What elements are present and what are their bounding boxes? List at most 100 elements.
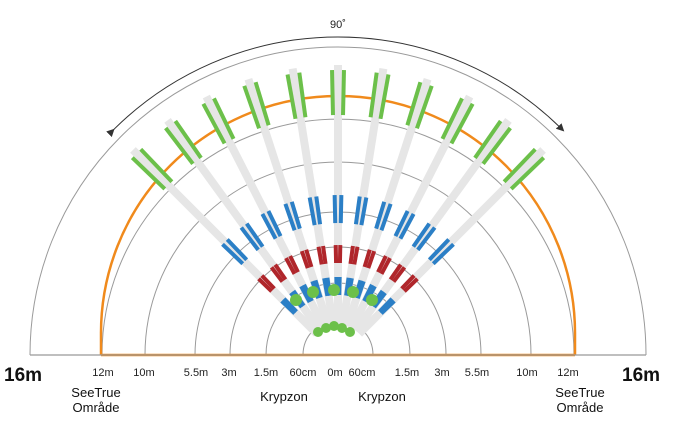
beam-segment <box>289 201 302 230</box>
beam-segment <box>269 266 284 283</box>
beam-segment <box>260 274 276 290</box>
zone-labels: SeeTrue Område Krypzon Krypzon SeeTrue O… <box>71 385 604 415</box>
beam-segment <box>288 255 300 274</box>
beam-segment <box>307 197 317 226</box>
sensor-dot <box>313 327 323 337</box>
beam-segment <box>299 285 312 304</box>
sensor-dot <box>345 327 355 337</box>
beam-segment <box>260 213 278 240</box>
sensor-dot <box>307 286 319 298</box>
beam-segment <box>280 299 297 315</box>
beam-segment <box>362 283 374 302</box>
beam-segment <box>376 255 388 274</box>
beam-segment <box>253 81 271 126</box>
beam-segment <box>348 245 355 265</box>
beam-segment <box>322 277 330 297</box>
beam-segment <box>403 277 419 293</box>
distance-labels: 12m 10m 5.5m 3m 1.5m 60cm 0m 60cm 1.5m 3… <box>92 367 578 379</box>
distance-label: 12m <box>92 367 113 379</box>
beam-segment <box>341 70 346 116</box>
beam-segment <box>388 263 403 281</box>
beam-segment <box>285 74 298 120</box>
beam-segment <box>139 147 174 184</box>
sensor-dot <box>328 284 340 296</box>
beam-segment <box>283 203 297 232</box>
beam-segment <box>266 210 283 238</box>
distance-label: 10m <box>516 367 537 379</box>
beam-segment <box>225 238 249 262</box>
beam-segment <box>316 246 324 265</box>
distance-label: 1.5m <box>254 367 278 379</box>
sensor-dot <box>366 294 378 306</box>
beam-segment <box>332 194 338 224</box>
beam-segment <box>379 203 393 232</box>
distance-label: 0m <box>327 367 342 379</box>
beam-segment <box>374 201 387 230</box>
beam-segment <box>130 156 167 191</box>
sensor-dot <box>290 294 302 306</box>
beam-segment <box>398 213 416 240</box>
distance-label: 12m <box>557 367 578 379</box>
beam-segment <box>314 196 323 225</box>
beam-segment <box>368 72 379 118</box>
angle-arc <box>106 36 565 138</box>
beam-segment <box>379 257 392 275</box>
beam-segment <box>355 280 366 299</box>
beam-segment <box>509 156 546 191</box>
beam-segment <box>353 196 362 225</box>
beam-segment <box>338 194 344 224</box>
beam-segment <box>344 277 351 296</box>
beam-segment <box>352 246 360 265</box>
beam-segment <box>245 222 265 248</box>
distance-label: 60cm <box>290 367 317 379</box>
beam-segment <box>427 238 451 262</box>
distance-label: 1.5m <box>395 367 419 379</box>
beam-segment <box>297 72 308 118</box>
beam-segment <box>282 297 298 314</box>
distance-label: 5.5m <box>465 367 489 379</box>
seetrue-label-right-line1: SeeTrue <box>555 385 604 400</box>
left-end-label: 16m <box>4 365 42 386</box>
seetrue-label-right-line2: Område <box>557 400 604 415</box>
distance-label: 3m <box>434 367 449 379</box>
beam-segment <box>257 277 273 293</box>
seetrue-label-left-line2: Område <box>73 400 120 415</box>
beam-segment <box>392 266 407 283</box>
krypzon-label-left: Krypzon <box>260 389 308 404</box>
krypzon-label-right: Krypzon <box>358 389 406 404</box>
beam-segment <box>239 226 260 252</box>
sensor-dot <box>347 286 359 298</box>
distance-label: 10m <box>133 367 154 379</box>
sensor-dots <box>290 284 378 337</box>
sensor-dot <box>337 323 347 333</box>
sensor-dot <box>321 323 331 333</box>
range-ring <box>29 46 647 356</box>
beam-segment <box>362 249 372 268</box>
beam-segment <box>359 197 369 226</box>
distance-label: 3m <box>221 367 236 379</box>
beam-segment <box>273 263 288 281</box>
distance-label: 5.5m <box>184 367 208 379</box>
beam-segment <box>366 250 377 269</box>
beam-segment <box>405 81 423 126</box>
beam-segment <box>415 85 434 130</box>
beam-segment <box>378 297 394 314</box>
right-end-label: 16m <box>622 365 660 386</box>
beam-segment <box>372 291 387 309</box>
beam-segment <box>400 274 416 290</box>
beam-segment <box>378 74 391 120</box>
angle-label: 90˚ <box>330 19 346 31</box>
sensor-dot <box>329 321 339 331</box>
beam-segment <box>393 210 410 238</box>
beam-segment <box>321 245 328 265</box>
beam-segment <box>221 242 245 266</box>
distance-label: 60cm <box>349 367 376 379</box>
beam-segment <box>416 226 437 252</box>
beam-segment <box>379 299 396 315</box>
seetrue-label-left-line1: SeeTrue <box>71 385 120 400</box>
beam-segment <box>431 242 455 266</box>
beam-segment <box>411 222 431 248</box>
beam-segment <box>330 70 335 116</box>
beam-segment <box>284 257 297 275</box>
